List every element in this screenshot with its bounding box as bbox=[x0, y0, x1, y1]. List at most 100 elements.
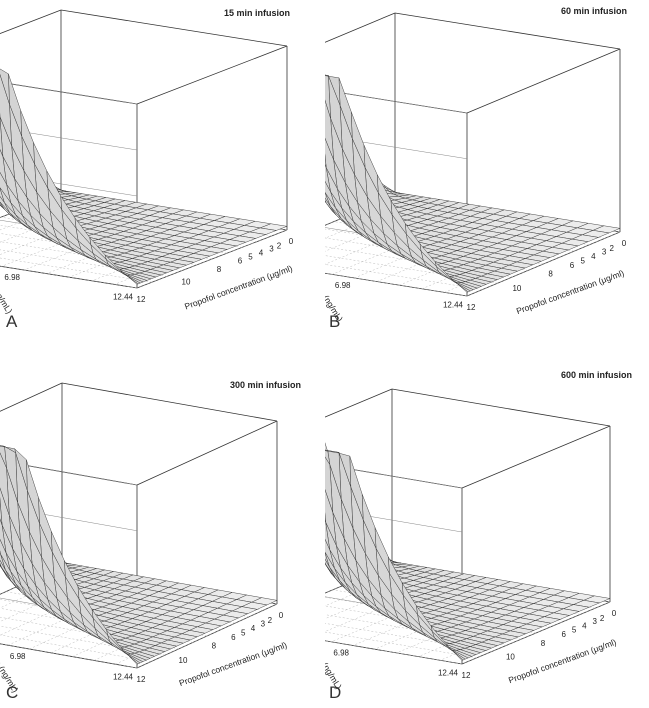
chart-title: 60 min infusion bbox=[561, 6, 628, 16]
floor-gridline bbox=[0, 197, 84, 231]
x-axis-label: Propofol concentration (μg/ml) bbox=[507, 637, 618, 685]
box-edge bbox=[0, 9, 62, 35]
panel-letter: D bbox=[329, 683, 342, 702]
panel-letter: A bbox=[6, 312, 18, 331]
box-edge bbox=[325, 12, 396, 43]
surface-plot: 0102030400234568101201.672.844.786.9812.… bbox=[325, 388, 618, 691]
box-edge bbox=[391, 388, 611, 427]
surface-cell bbox=[325, 74, 330, 77]
x-tick-label: 0 bbox=[612, 609, 617, 618]
x-tick-label: 6 bbox=[561, 630, 566, 639]
surface-cell bbox=[325, 164, 331, 192]
surface-cell bbox=[0, 187, 5, 203]
surface-cell bbox=[325, 192, 331, 207]
x-tick-label: 3 bbox=[602, 247, 607, 256]
surface-plot: 0102030400234568101201.672.844.786.9812.… bbox=[0, 382, 288, 695]
chart-panel-c: 300 min infusion C 010203040023456810120… bbox=[0, 354, 324, 708]
box-edge bbox=[60, 9, 288, 47]
x-tick-label: 3 bbox=[593, 617, 598, 626]
y-tick-label: 6.98 bbox=[335, 281, 351, 290]
box-edge bbox=[0, 382, 63, 412]
x-tick-label: 3 bbox=[261, 619, 266, 628]
x-tick-label: 12 bbox=[467, 303, 476, 312]
surface-cell bbox=[0, 518, 7, 553]
floor-gridline bbox=[0, 643, 138, 669]
surface-cell bbox=[0, 201, 5, 210]
x-tick-label: 0 bbox=[622, 239, 627, 248]
surface-cell bbox=[0, 204, 2, 207]
y-tick-label: 6.98 bbox=[10, 652, 26, 661]
y-tick-label: 6.98 bbox=[4, 273, 20, 282]
x-tick-label: 6 bbox=[570, 261, 575, 270]
floor-gridline bbox=[0, 201, 107, 243]
x-tick-label: 10 bbox=[179, 656, 188, 665]
surface-plot: 0102030400234568101201.672.844.786.9812.… bbox=[325, 12, 627, 324]
y-axis-label: Remifentanil concentration (ng/mL) bbox=[0, 577, 21, 695]
surface-cell bbox=[0, 497, 3, 526]
surface-cell bbox=[0, 563, 2, 567]
x-tick-label: 12 bbox=[462, 671, 471, 680]
box-edge bbox=[325, 388, 393, 418]
x-tick-label: 5 bbox=[580, 256, 585, 265]
box-edge bbox=[461, 425, 611, 489]
x-tick-label: 12 bbox=[137, 675, 146, 684]
x-tick-label: 8 bbox=[212, 642, 217, 651]
y-tick-label: 6.98 bbox=[333, 649, 349, 658]
surface-plot: 0102030400234568101201.672.844.786.9812.… bbox=[0, 9, 294, 315]
surface-cell bbox=[325, 200, 327, 204]
x-tick-label: 2 bbox=[268, 616, 273, 625]
box-edge bbox=[466, 48, 621, 114]
y-tick-label: 12.44 bbox=[438, 669, 459, 678]
x-tick-label: 2 bbox=[600, 614, 605, 623]
y-tick-label: 12.44 bbox=[113, 673, 134, 682]
surface-cell bbox=[325, 552, 330, 567]
surface-mesh bbox=[325, 74, 621, 293]
x-tick-label: 10 bbox=[512, 284, 521, 293]
x-tick-label: 4 bbox=[251, 624, 256, 633]
surface-cell bbox=[325, 449, 329, 452]
surface-cell bbox=[0, 564, 8, 577]
x-tick-label: 3 bbox=[269, 245, 274, 254]
floor-gridline bbox=[325, 568, 414, 607]
z-gridline bbox=[0, 460, 138, 486]
box-edge bbox=[136, 420, 278, 486]
surface-cell bbox=[0, 68, 10, 105]
x-tick-label: 8 bbox=[541, 639, 546, 648]
surface-cell bbox=[0, 552, 6, 570]
floor-gridline bbox=[325, 640, 463, 665]
x-tick-label: 5 bbox=[572, 626, 577, 635]
x-tick-label: 2 bbox=[277, 242, 282, 251]
z-gridline bbox=[325, 90, 468, 114]
x-tick-label: 4 bbox=[591, 252, 596, 261]
surface-mesh bbox=[325, 442, 611, 661]
chart-title: 600 min infusion bbox=[561, 370, 633, 380]
floor-gridline bbox=[325, 264, 483, 290]
x-tick-label: 12 bbox=[137, 295, 146, 304]
x-axis-label: Propofol concentration (μg/ml) bbox=[515, 268, 626, 316]
chart-panel-d: 600 min infusion D 010203040023456810120… bbox=[325, 354, 649, 708]
x-tick-label: 2 bbox=[610, 244, 615, 253]
box-edge bbox=[394, 12, 621, 50]
x-tick-label: 8 bbox=[548, 270, 553, 279]
surface-cell bbox=[0, 148, 7, 185]
x-tick-label: 5 bbox=[241, 628, 246, 637]
surface-cell bbox=[325, 74, 331, 119]
surface-cell bbox=[0, 116, 4, 157]
surface-mesh bbox=[0, 445, 278, 665]
surface-cell bbox=[325, 449, 331, 465]
x-tick-label: 0 bbox=[279, 611, 284, 620]
panel-letter: B bbox=[329, 312, 341, 331]
surface-cell bbox=[0, 445, 6, 448]
chart-title: 300 min infusion bbox=[230, 380, 302, 390]
y-axis-label: Remifentanil concentration (ng/mL) bbox=[325, 206, 345, 324]
z-gridline bbox=[0, 81, 138, 105]
chart-panel-a: 15 min infusion A 0102030400234568101201… bbox=[0, 0, 324, 354]
floor-gridline bbox=[325, 572, 436, 619]
y-axis-label: Remifentanil concentration (ng/mL) bbox=[325, 573, 344, 691]
x-tick-label: 5 bbox=[248, 253, 253, 262]
chart-panel-b: 60 min infusion B 0102030400234568101201… bbox=[325, 0, 649, 354]
y-tick-label: 12.44 bbox=[443, 301, 464, 310]
floor-gridline bbox=[0, 634, 152, 662]
surface-mesh bbox=[0, 68, 288, 285]
chart-title: 15 min infusion bbox=[224, 8, 291, 18]
